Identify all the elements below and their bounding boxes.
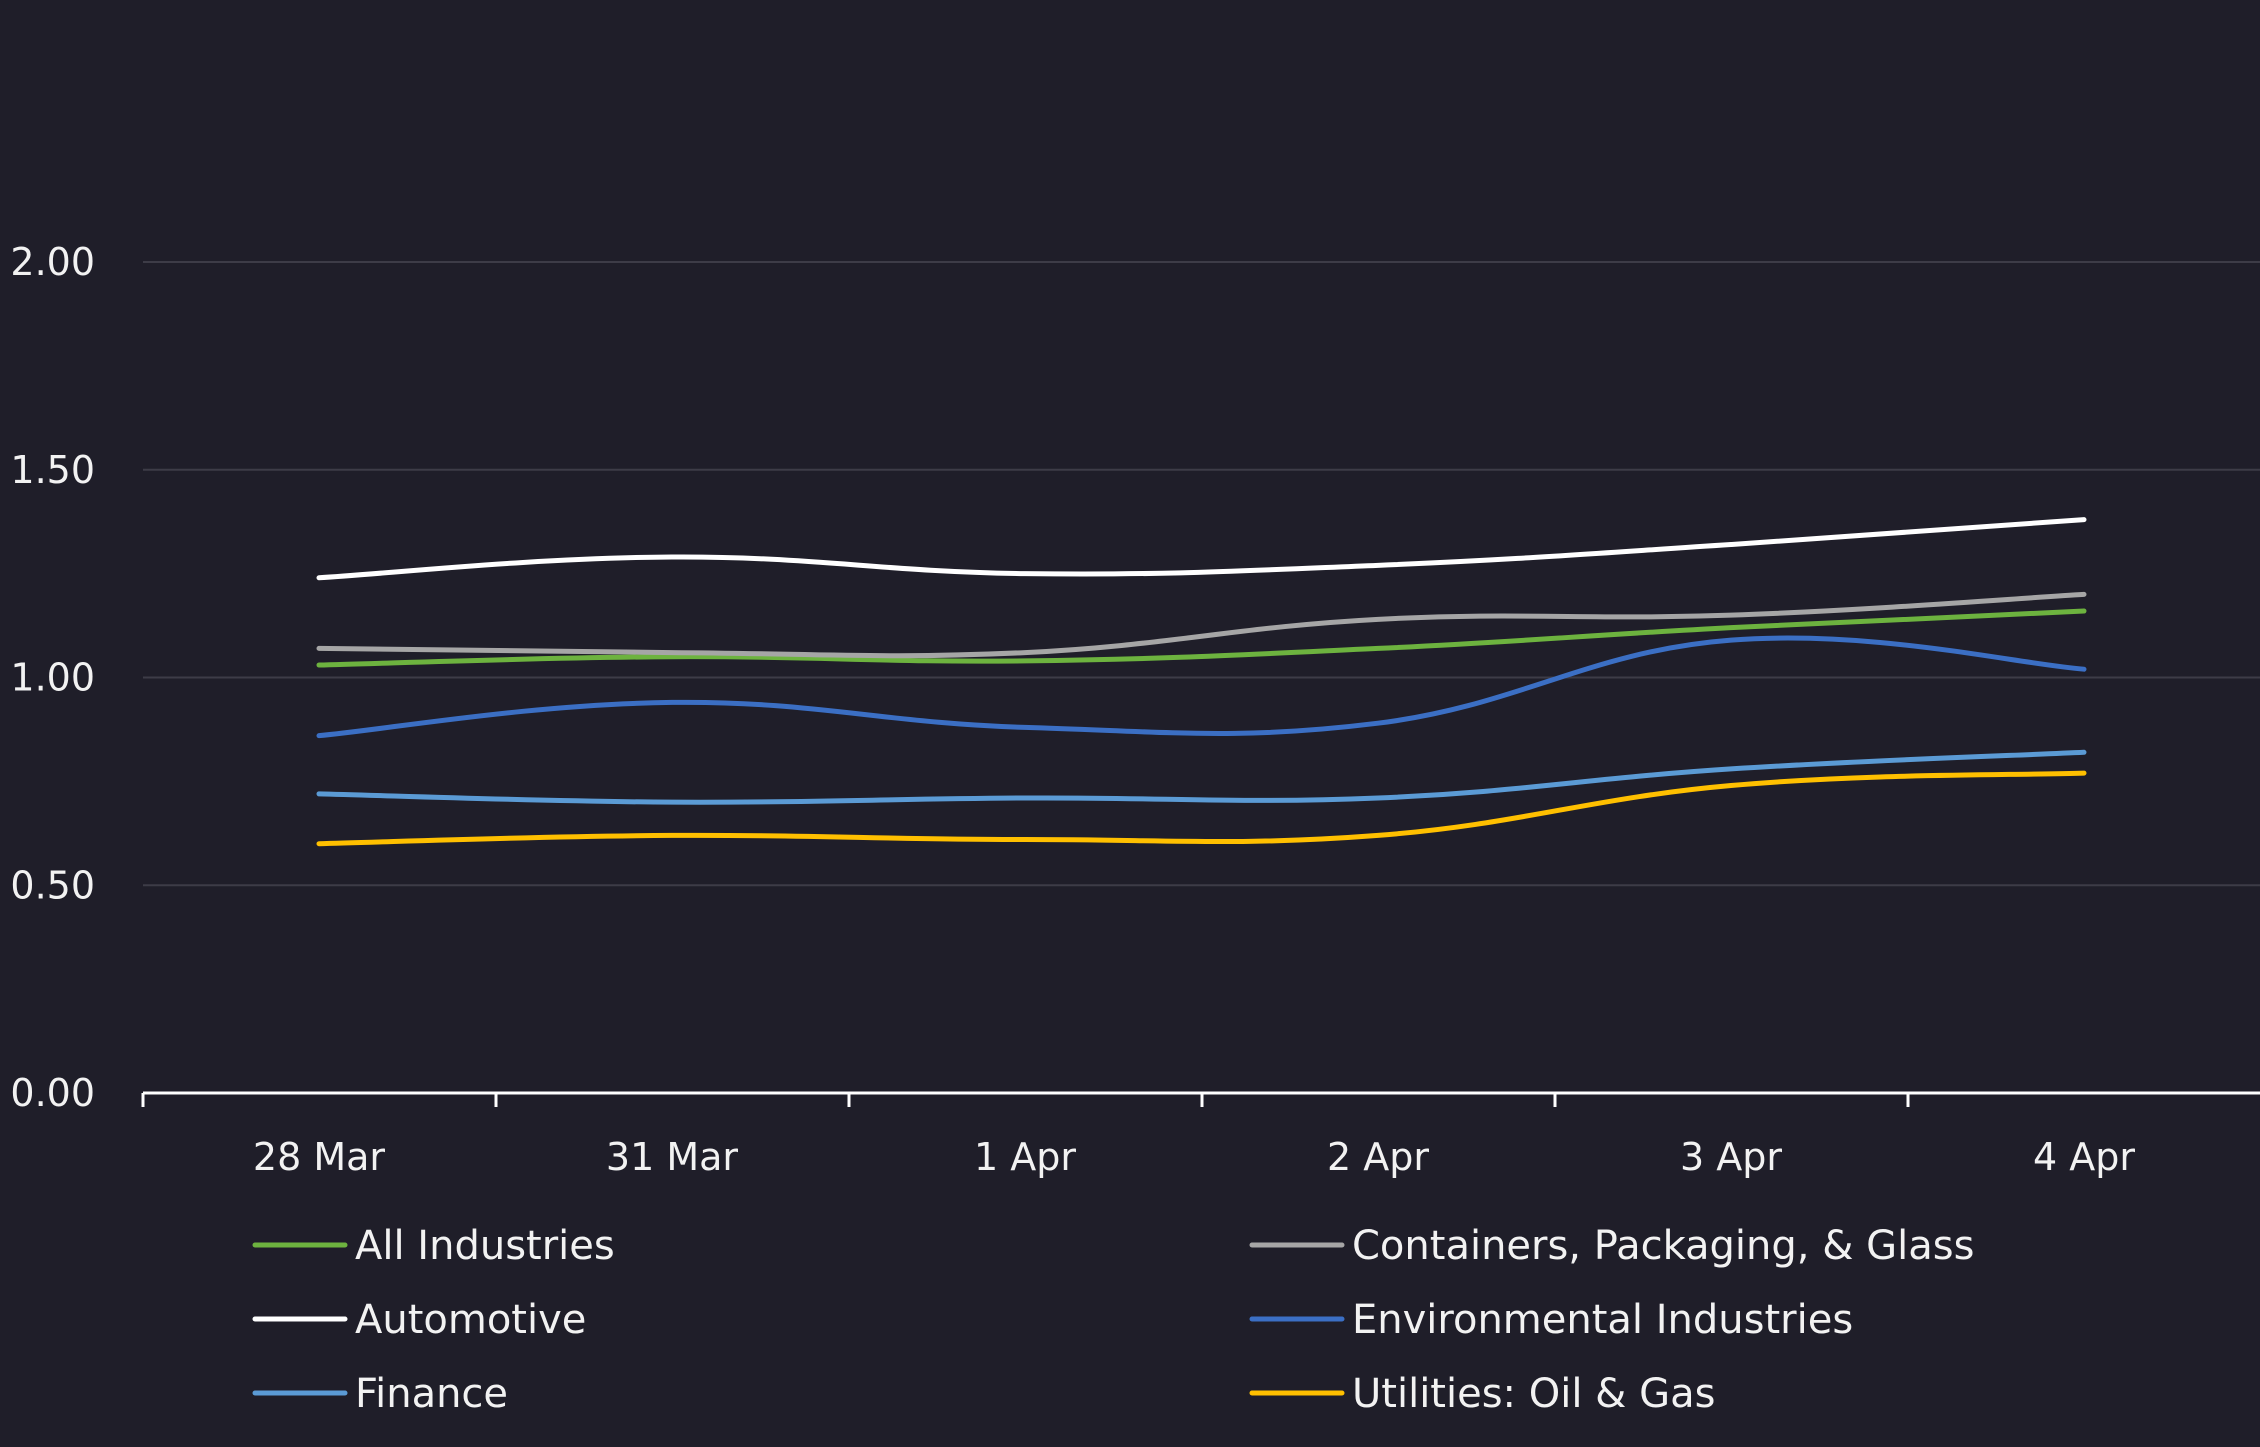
x-tick-label: 31 Mar [606, 1135, 739, 1179]
x-tick-label: 2 Apr [1327, 1135, 1429, 1179]
y-tick-label: 0.50 [10, 863, 95, 907]
legend-label-containers-packaging-glass: Containers, Packaging, & Glass [1352, 1223, 1974, 1269]
x-tick-label: 1 Apr [974, 1135, 1076, 1179]
legend-label-automotive: Automotive [355, 1297, 586, 1343]
y-tick-label: 1.00 [10, 656, 95, 700]
y-tick-label: 2.00 [10, 240, 95, 284]
gridlines: 0.00 0.50 1.00 1.50 2.00 [10, 240, 2260, 1115]
series-lines [319, 520, 2084, 844]
x-tick-label: 28 Mar [253, 1135, 386, 1179]
axes: 28 Mar 31 Mar 1 Apr 2 Apr 3 Apr 4 Apr [143, 1093, 2260, 1179]
legend-label-all-industries: All Industries [355, 1223, 615, 1269]
series-line-automotive [319, 520, 2084, 578]
legend-label-utilities-oil-gas: Utilities: Oil & Gas [1352, 1371, 1715, 1417]
legend-label-environmental-industries: Environmental Industries [1352, 1297, 1853, 1343]
y-tick-label: 1.50 [10, 448, 95, 492]
legend-label-finance: Finance [355, 1371, 508, 1417]
series-line-utilities-oil-gas [319, 773, 2084, 844]
y-tick-label: 0.00 [10, 1071, 95, 1115]
x-tick-label: 3 Apr [1680, 1135, 1782, 1179]
legend: All Industries Containers, Packaging, & G… [255, 1223, 1974, 1417]
x-tick-label: 4 Apr [2033, 1135, 2135, 1179]
